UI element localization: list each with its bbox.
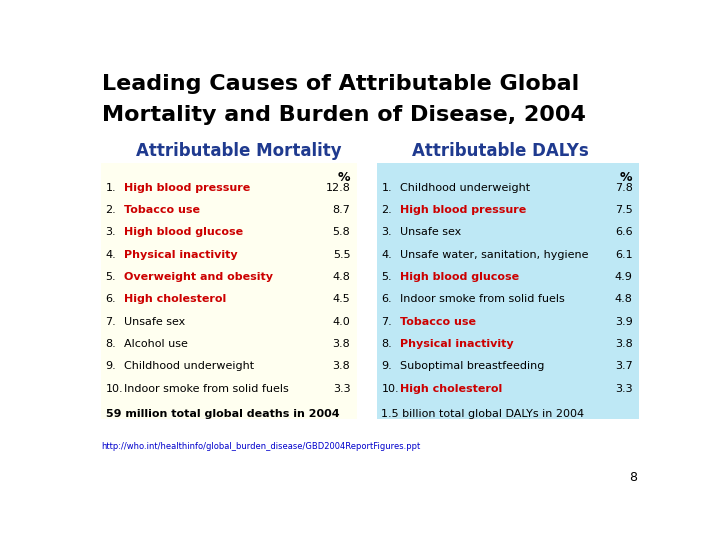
Text: Physical inactivity: Physical inactivity	[400, 339, 513, 349]
Text: High blood pressure: High blood pressure	[400, 205, 526, 215]
Text: 5.: 5.	[106, 272, 116, 282]
Text: 59 million total global deaths in 2004: 59 million total global deaths in 2004	[106, 409, 339, 419]
Text: Childhood underweight: Childhood underweight	[124, 361, 254, 372]
Text: 7.: 7.	[382, 316, 392, 327]
Text: High cholesterol: High cholesterol	[400, 383, 503, 394]
Text: 6.: 6.	[382, 294, 392, 304]
Text: 4.0: 4.0	[333, 316, 351, 327]
Text: 3.: 3.	[382, 227, 392, 237]
Text: Attributable Mortality: Attributable Mortality	[137, 142, 342, 160]
Text: 4.: 4.	[106, 249, 116, 260]
Text: 5.5: 5.5	[333, 249, 351, 260]
Text: 3.3: 3.3	[333, 383, 351, 394]
Text: 3.: 3.	[106, 227, 116, 237]
Text: Unsafe sex: Unsafe sex	[124, 316, 185, 327]
Text: 4.8: 4.8	[333, 272, 351, 282]
Text: 8.7: 8.7	[333, 205, 351, 215]
FancyBboxPatch shape	[377, 164, 639, 419]
Text: Alcohol use: Alcohol use	[124, 339, 188, 349]
Text: Childhood underweight: Childhood underweight	[400, 183, 530, 193]
Text: Tobacco use: Tobacco use	[400, 316, 476, 327]
Text: http://who.int/healthinfo/global_burden_disease/GBD2004ReportFigures.ppt: http://who.int/healthinfo/global_burden_…	[102, 442, 421, 451]
Text: 10.: 10.	[382, 383, 399, 394]
Text: Overweight and obesity: Overweight and obesity	[124, 272, 273, 282]
Text: 3.3: 3.3	[615, 383, 632, 394]
Text: Attributable DALYs: Attributable DALYs	[412, 142, 588, 160]
Text: 7.: 7.	[106, 316, 116, 327]
Text: High blood glucose: High blood glucose	[124, 227, 243, 237]
Text: 8.: 8.	[106, 339, 116, 349]
Text: 9.: 9.	[106, 361, 116, 372]
Text: 3.9: 3.9	[615, 316, 632, 327]
Text: 12.8: 12.8	[325, 183, 351, 193]
Text: %: %	[338, 171, 351, 184]
Text: Indoor smoke from solid fuels: Indoor smoke from solid fuels	[400, 294, 564, 304]
Text: %: %	[620, 171, 632, 184]
Text: Tobacco use: Tobacco use	[124, 205, 200, 215]
Text: High blood glucose: High blood glucose	[400, 272, 519, 282]
Text: 4.9: 4.9	[615, 272, 632, 282]
Text: 3.8: 3.8	[333, 339, 351, 349]
Text: 1.: 1.	[382, 183, 392, 193]
Text: 1.: 1.	[106, 183, 116, 193]
Text: High blood pressure: High blood pressure	[124, 183, 251, 193]
Text: 4.5: 4.5	[333, 294, 351, 304]
Text: 5.8: 5.8	[333, 227, 351, 237]
Text: Unsafe sex: Unsafe sex	[400, 227, 462, 237]
Text: 5.: 5.	[382, 272, 392, 282]
Text: 2.: 2.	[106, 205, 116, 215]
Text: Physical inactivity: Physical inactivity	[124, 249, 238, 260]
Text: 7.8: 7.8	[615, 183, 632, 193]
Text: 4.8: 4.8	[615, 294, 632, 304]
Text: 2.: 2.	[382, 205, 392, 215]
Text: 1.5 billion total global DALYs in 2004: 1.5 billion total global DALYs in 2004	[382, 409, 585, 419]
Text: Indoor smoke from solid fuels: Indoor smoke from solid fuels	[124, 383, 289, 394]
Text: 8: 8	[629, 471, 637, 484]
Text: Mortality and Burden of Disease, 2004: Mortality and Burden of Disease, 2004	[102, 105, 585, 125]
Text: 3.8: 3.8	[615, 339, 632, 349]
Text: 6.1: 6.1	[615, 249, 632, 260]
Text: 9.: 9.	[382, 361, 392, 372]
Text: 7.5: 7.5	[615, 205, 632, 215]
Text: Suboptimal breastfeeding: Suboptimal breastfeeding	[400, 361, 544, 372]
Text: High cholesterol: High cholesterol	[124, 294, 226, 304]
Text: 6.: 6.	[106, 294, 116, 304]
Text: 10.: 10.	[106, 383, 123, 394]
Text: 8.: 8.	[382, 339, 392, 349]
Text: 4.: 4.	[382, 249, 392, 260]
Text: 3.7: 3.7	[615, 361, 632, 372]
FancyBboxPatch shape	[101, 164, 356, 419]
Text: Unsafe water, sanitation, hygiene: Unsafe water, sanitation, hygiene	[400, 249, 588, 260]
Text: Leading Causes of Attributable Global: Leading Causes of Attributable Global	[102, 74, 579, 94]
Text: 3.8: 3.8	[333, 361, 351, 372]
Text: 6.6: 6.6	[615, 227, 632, 237]
